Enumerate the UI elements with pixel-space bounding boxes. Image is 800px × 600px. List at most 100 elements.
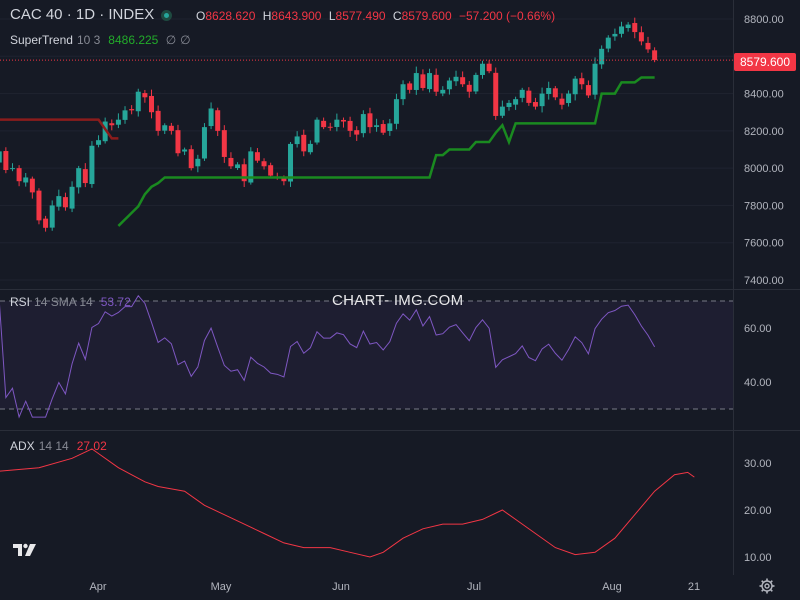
candle-body bbox=[89, 145, 95, 185]
candle-body bbox=[592, 63, 598, 95]
candle-body bbox=[228, 157, 234, 167]
candle-body bbox=[513, 99, 519, 105]
candle-body bbox=[453, 76, 459, 82]
time-axis-label: Apr bbox=[89, 581, 106, 593]
ohlc-open: 8628.620 bbox=[205, 9, 256, 23]
adx-axis-label: 10.00 bbox=[744, 552, 772, 564]
candle-body bbox=[76, 168, 82, 188]
candle-body bbox=[480, 63, 485, 75]
candle-body bbox=[49, 205, 55, 228]
candle-body bbox=[334, 119, 340, 127]
candle-body bbox=[579, 78, 585, 85]
rsi-value: 53.72 bbox=[100, 295, 131, 309]
candle-body bbox=[446, 80, 452, 90]
candle-body bbox=[175, 130, 181, 154]
candle-body bbox=[162, 125, 168, 131]
candle-body bbox=[499, 106, 505, 116]
candle-body bbox=[460, 77, 466, 85]
supertrend-na-icon-2: ∅ bbox=[180, 33, 191, 47]
candle-body bbox=[102, 121, 108, 142]
candle-body bbox=[16, 168, 22, 182]
candle-body bbox=[195, 158, 201, 167]
candle-body bbox=[638, 32, 644, 42]
candle-body bbox=[221, 130, 227, 157]
time-axis-label: 21 bbox=[688, 581, 700, 593]
candle-body bbox=[23, 177, 29, 183]
price-axis-label: 8000.00 bbox=[744, 163, 784, 175]
tradingview-logo-icon[interactable] bbox=[12, 541, 38, 559]
time-axis-label: Jul bbox=[467, 581, 481, 593]
candle-body bbox=[519, 89, 525, 98]
supertrend-name: SuperTrend bbox=[10, 33, 73, 47]
supertrend-legend[interactable]: SuperTrend 10 3 8486.225 ∅ ∅ bbox=[10, 33, 191, 47]
candle-body bbox=[393, 99, 399, 124]
candle-body bbox=[314, 119, 320, 143]
candle-body bbox=[201, 127, 207, 159]
candle-body bbox=[43, 218, 49, 228]
candle-body bbox=[632, 23, 638, 33]
candle-body bbox=[281, 177, 287, 182]
candle-body bbox=[82, 169, 88, 184]
watermark: CHART- IMG.COM bbox=[332, 292, 464, 309]
gear-icon[interactable] bbox=[759, 578, 775, 594]
adx-axis-label: 30.00 bbox=[744, 458, 772, 470]
candle-body bbox=[69, 186, 75, 209]
candle-body bbox=[473, 74, 479, 92]
candle-body bbox=[585, 85, 591, 96]
adx-line bbox=[0, 448, 695, 558]
ohlc-high: 8643.900 bbox=[271, 9, 322, 23]
rsi-name: RSI bbox=[10, 295, 31, 309]
candle-body bbox=[321, 120, 327, 128]
price-axis-label: 8800.00 bbox=[744, 14, 784, 26]
supertrend-na-icon-1: ∅ bbox=[165, 33, 177, 47]
supertrend-params: 10 3 bbox=[76, 33, 101, 47]
ohlc-key-open: O bbox=[196, 9, 206, 23]
candle-body bbox=[142, 93, 148, 98]
candle-body bbox=[486, 63, 492, 72]
candle-body bbox=[552, 88, 558, 98]
candle-body bbox=[241, 164, 247, 182]
adx-axis-label: 20.00 bbox=[744, 505, 772, 517]
supertrend-value: 8486.225 bbox=[108, 33, 159, 47]
candle-body bbox=[9, 168, 15, 170]
ohlc-key-low: L bbox=[328, 9, 336, 23]
market-status-dot bbox=[161, 10, 172, 21]
chart-title: CAC 40 · 1D · INDEX bbox=[10, 6, 155, 23]
candle-body bbox=[380, 124, 386, 133]
candle-body bbox=[413, 73, 419, 90]
candle-body bbox=[0, 151, 2, 163]
candle-body bbox=[294, 136, 300, 145]
candle-body bbox=[129, 109, 135, 111]
rsi-legend[interactable]: RSI 14 SMA 14 53.72 bbox=[10, 295, 131, 309]
candle-body bbox=[327, 126, 333, 128]
time-axis-label: May bbox=[211, 581, 232, 593]
candle-body bbox=[248, 151, 254, 183]
candle-body bbox=[427, 73, 433, 90]
candle-body bbox=[208, 108, 214, 127]
candle-body bbox=[188, 149, 194, 169]
candle-body bbox=[360, 114, 366, 134]
candle-body bbox=[36, 190, 42, 221]
candle-body bbox=[354, 130, 360, 135]
ohlc-key-close: C bbox=[392, 9, 402, 23]
adx-legend[interactable]: ADX 14 14 27.02 bbox=[10, 439, 107, 453]
candle-body bbox=[546, 87, 552, 95]
price-axis-label: 7600.00 bbox=[744, 238, 784, 250]
candle-body bbox=[493, 72, 499, 116]
candle-body bbox=[288, 143, 294, 182]
candle-body bbox=[407, 83, 413, 90]
price-axis-label: 7400.00 bbox=[744, 275, 784, 287]
ohlc-low: 8577.490 bbox=[335, 9, 386, 23]
rsi-band bbox=[0, 301, 733, 409]
candle-body bbox=[619, 26, 625, 34]
candle-body bbox=[572, 78, 578, 95]
candle-body bbox=[506, 102, 512, 107]
candle-body bbox=[96, 140, 102, 145]
price-axis-label: 7800.00 bbox=[744, 200, 784, 212]
candle-body bbox=[539, 93, 545, 107]
rsi-axis-label: 40.00 bbox=[744, 377, 772, 389]
rsi-params: 14 SMA 14 bbox=[34, 295, 93, 309]
candle-body bbox=[387, 123, 393, 131]
candle-body bbox=[652, 50, 658, 61]
